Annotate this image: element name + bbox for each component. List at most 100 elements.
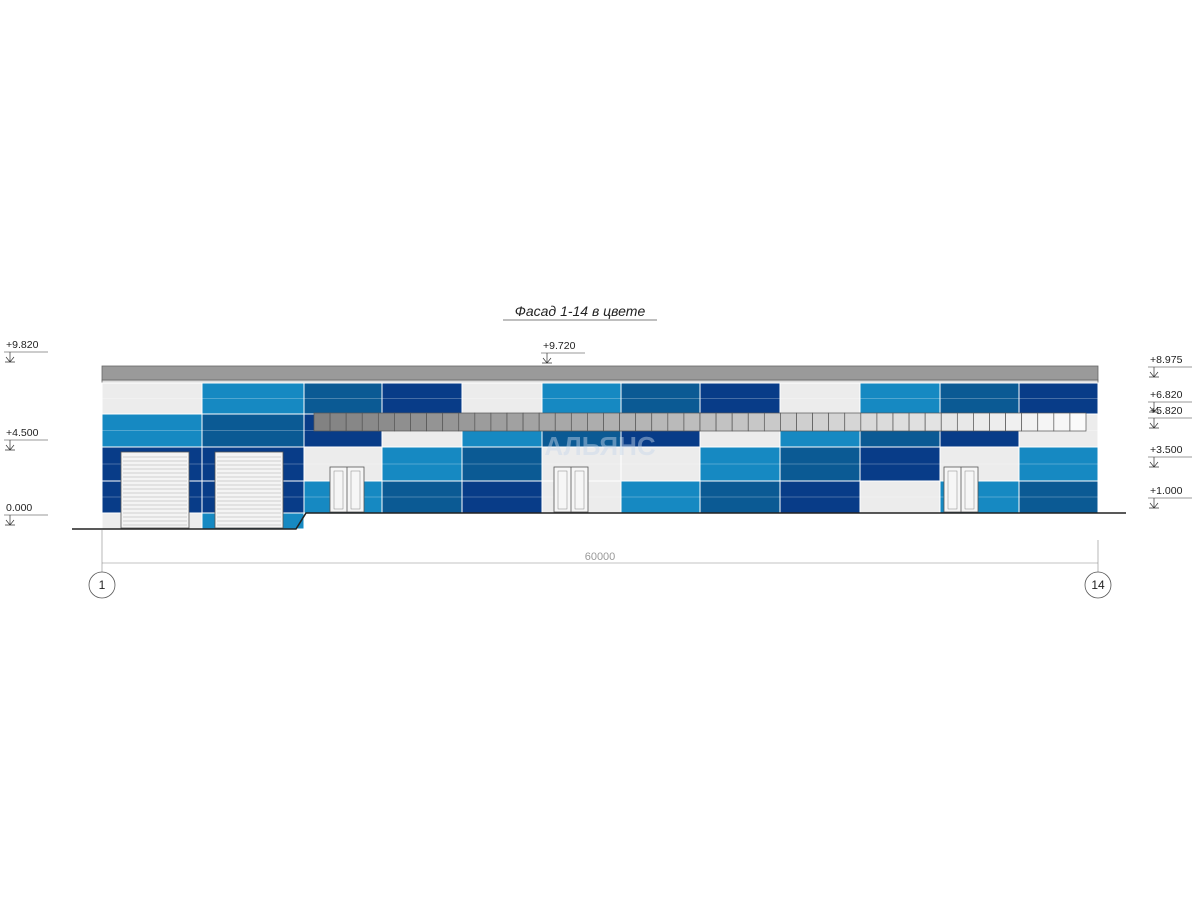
- level-arrow: [5, 440, 15, 451]
- window-pane: [329, 412, 347, 432]
- window-pane: [956, 412, 974, 432]
- window-pane: [780, 412, 797, 432]
- building: АЛЬЯНС: [72, 365, 1126, 530]
- level-label: +9.720: [543, 340, 576, 352]
- panel: [201, 413, 305, 448]
- panel: [779, 480, 861, 514]
- window-pane: [603, 412, 620, 432]
- window-pane: [474, 412, 492, 432]
- level-arrow: [1149, 402, 1159, 413]
- door-glass: [333, 470, 344, 510]
- panel: [779, 382, 861, 415]
- panel: [381, 446, 463, 482]
- window-pane: [989, 412, 1006, 432]
- level-arrow: [5, 515, 15, 526]
- window-pane: [345, 412, 363, 432]
- level-label: +3.500: [1150, 444, 1183, 456]
- level-label: 0.000: [6, 502, 32, 514]
- panel: [699, 382, 781, 415]
- window-pane: [361, 412, 379, 432]
- ground-line: [72, 512, 1126, 530]
- panel: [1018, 480, 1099, 514]
- window-pane: [892, 412, 910, 432]
- roller-door: [120, 451, 190, 529]
- window-pane: [699, 412, 717, 432]
- panel: [101, 413, 203, 448]
- axis-label: 1: [99, 578, 106, 592]
- window-pane: [506, 412, 524, 432]
- panel: [303, 382, 383, 415]
- window-pane: [522, 412, 540, 432]
- axis-bubble: [1084, 571, 1112, 599]
- level-arrow: [1149, 457, 1159, 468]
- panel: [201, 382, 305, 415]
- window-pane: [940, 412, 958, 432]
- window-pane: [538, 412, 556, 432]
- window-pane: [651, 412, 669, 432]
- window-pane: [570, 412, 588, 432]
- level-arrow: [1149, 498, 1159, 509]
- drawing-title: Фасад 1-14 в цвете: [515, 303, 646, 319]
- panel: [461, 480, 543, 514]
- window-pane: [715, 412, 733, 432]
- axis-label: 14: [1091, 578, 1105, 592]
- level-arrow: [1149, 418, 1159, 429]
- panel: [1018, 446, 1099, 482]
- level-label: +9.820: [6, 339, 39, 351]
- window-pane: [490, 412, 508, 432]
- window-pane: [763, 412, 781, 432]
- panel: [620, 446, 701, 482]
- window-pane: [876, 412, 894, 432]
- window-pane: [313, 412, 331, 432]
- window-pane: [924, 412, 942, 432]
- panel: [779, 446, 861, 482]
- window-pane: [410, 412, 427, 432]
- window-pane: [683, 412, 701, 432]
- window-pane: [747, 412, 765, 432]
- level-label: +1.000: [1150, 485, 1183, 497]
- door-glass: [947, 470, 958, 510]
- window-pane: [828, 412, 846, 432]
- window-pane: [908, 412, 926, 432]
- window-pane: [442, 412, 460, 432]
- window-pane: [554, 412, 572, 432]
- level-arrow: [1149, 367, 1159, 378]
- watermark: АЛЬЯНС: [544, 431, 655, 461]
- level-label: +8.975: [1150, 354, 1183, 366]
- window-pane: [377, 412, 395, 432]
- panel: [1018, 382, 1099, 415]
- window-pane: [1021, 412, 1039, 432]
- window-pane: [731, 412, 749, 432]
- window-pane: [635, 412, 653, 432]
- door-glass: [557, 470, 568, 510]
- window-pane: [1053, 412, 1071, 432]
- panel: [461, 382, 543, 415]
- panel: [699, 446, 781, 482]
- window-pane: [812, 412, 830, 432]
- window-pane: [426, 412, 444, 432]
- panel: [381, 382, 463, 415]
- window-pane: [973, 412, 990, 432]
- window-pane: [1005, 412, 1023, 432]
- window-pane: [796, 412, 813, 432]
- axis-bubble: [88, 571, 116, 599]
- window-pane: [619, 412, 637, 432]
- level-label: +6.820: [1150, 389, 1183, 401]
- window-pane: [667, 412, 685, 432]
- annotations: +9.820 +4.500 0.000 +9.720 +8.975 +6.820 +5.82…: [4, 339, 1192, 599]
- window-pane: [844, 412, 862, 432]
- window-pane: [860, 412, 878, 432]
- window-pane: [587, 412, 604, 432]
- panel: [620, 480, 701, 514]
- dimension-label: 60000: [585, 551, 616, 563]
- level-label: +5.820: [1150, 405, 1183, 417]
- window-pane: [458, 412, 476, 432]
- door-glass: [350, 470, 361, 510]
- panel: [859, 446, 941, 482]
- window-pane: [1037, 412, 1055, 432]
- roof-band: [101, 365, 1099, 381]
- level-arrow: [5, 352, 15, 363]
- window-pane: [1069, 412, 1087, 432]
- door-glass: [964, 470, 975, 510]
